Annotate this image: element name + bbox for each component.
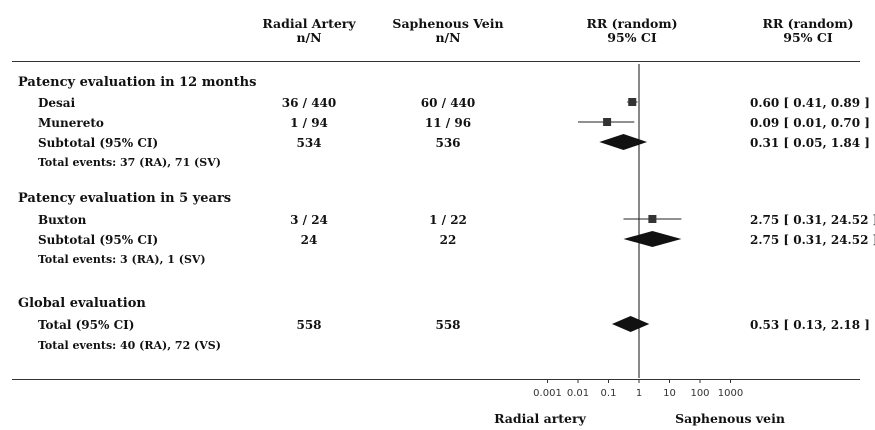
axis-left-label: Radial artery	[494, 411, 586, 426]
header-ci-rr-line2: 95% CI	[783, 30, 833, 45]
row-g2-subtotal-12m: 536	[435, 136, 461, 150]
section-title-global: Global evaluation	[18, 296, 146, 311]
events-12-months: Total events: 37 (RA), 71 (SV)	[38, 156, 221, 169]
row-label-total: Total (95% CI)	[38, 318, 135, 332]
header-rule	[12, 61, 860, 62]
axis-tick-label: 0.001	[533, 388, 562, 399]
header-saphenous-vein-line2: n/N	[435, 30, 461, 45]
axis-tick-label: 100	[690, 388, 709, 399]
axis-tick-label: 1000	[718, 388, 743, 399]
events-5-years: Total events: 3 (RA), 1 (SV)	[38, 253, 206, 266]
header-plot-rr-line2: 95% CI	[607, 30, 657, 45]
row-label-buxton: Buxton	[38, 213, 87, 227]
row-g1-total: 558	[296, 318, 322, 332]
row-g1-subtotal-5y: 24	[300, 233, 318, 247]
bottom-rule	[12, 379, 860, 380]
axis-right-label: Saphenous vein	[675, 411, 785, 426]
row-label-munereto: Munereto	[38, 116, 104, 130]
axis-tick-label: 1	[636, 388, 642, 399]
study-point	[603, 118, 612, 126]
row-label-desai: Desai	[38, 96, 76, 110]
row-ci-munereto: 0.09 [ 0.01, 0.70 ]	[750, 116, 870, 130]
row-ci-desai: 0.60 [ 0.41, 0.89 ]	[750, 96, 870, 110]
row-g2-total: 558	[435, 318, 461, 332]
row-g1-subtotal-12m: 534	[296, 136, 322, 150]
section-title-5-years: Patency evaluation in 5 years	[18, 191, 232, 206]
header-ci-rr-line1: RR (random)	[762, 16, 854, 31]
pooled-diamond	[623, 231, 682, 247]
header-plot-rr-line1: RR (random)	[586, 16, 678, 31]
row-g2-subtotal-5y: 22	[439, 233, 457, 247]
study-point	[648, 215, 657, 223]
axis-tick-label: 10	[663, 388, 676, 399]
axis-tick-label: 0.01	[567, 388, 589, 399]
row-g2-munereto: 11 / 96	[424, 116, 472, 130]
axis-ticks: 0.001 0.01 0.1 1 10 100 1000	[533, 379, 743, 399]
row-label-subtotal-5y: Subtotal (95% CI)	[38, 233, 159, 247]
header-saphenous-vein-line1: Saphenous Vein	[392, 16, 504, 31]
study-point	[628, 98, 637, 106]
pooled-diamond	[599, 134, 648, 150]
row-ci-subtotal-12m: 0.31 [ 0.05, 1.84 ]	[750, 136, 870, 150]
section-title-12-months: Patency evaluation in 12 months	[18, 75, 257, 90]
header-radial-artery-line2: n/N	[296, 30, 322, 45]
row-label-subtotal-12m: Subtotal (95% CI)	[38, 136, 159, 150]
header-ci-rr: RR (random) 95% CI	[762, 17, 853, 45]
header-plot-rr: RR (random) 95% CI	[586, 17, 677, 45]
row-g2-desai: 60 / 440	[420, 96, 476, 110]
header-radial-artery-line1: Radial Artery	[262, 16, 356, 31]
pooled-diamond	[611, 316, 650, 332]
row-ci-buxton: 2.75 [ 0.31, 24.52 ]	[750, 213, 875, 227]
row-g2-buxton: 1 / 22	[429, 213, 467, 227]
header-radial-artery: Radial Artery n/N	[262, 17, 355, 45]
row-g1-munereto: 1 / 94	[290, 116, 328, 130]
row-ci-subtotal-5y: 2.75 [ 0.31, 24.52 ]	[750, 233, 875, 247]
header-saphenous-vein: Saphenous Vein n/N	[392, 17, 503, 45]
events-global: Total events: 40 (RA), 72 (VS)	[38, 339, 221, 352]
axis-tick-label: 0.1	[601, 388, 617, 399]
row-ci-total: 0.53 [ 0.13, 2.18 ]	[750, 318, 870, 332]
row-g1-desai: 36 / 440	[281, 96, 337, 110]
row-g1-buxton: 3 / 24	[290, 213, 328, 227]
forest-marks	[578, 98, 682, 332]
